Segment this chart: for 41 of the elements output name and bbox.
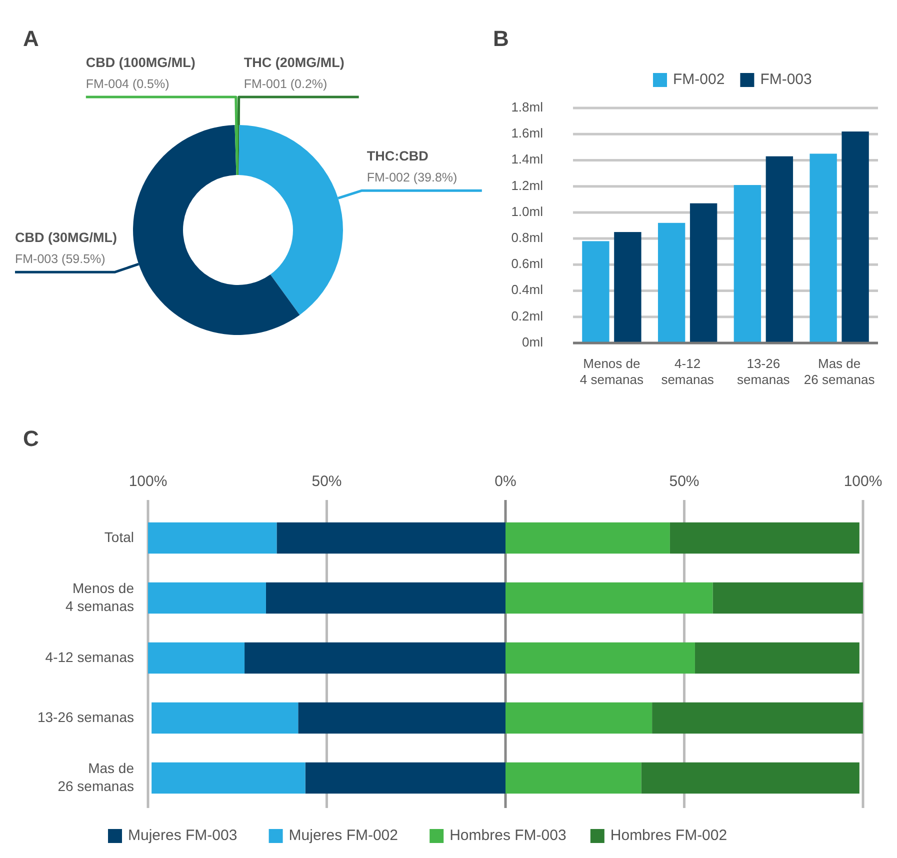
data-label: FM-004 (0.5%) bbox=[86, 77, 170, 92]
y-tick-label: 0.6ml bbox=[511, 256, 544, 272]
legend-label: Hombres FM-003 bbox=[450, 826, 566, 844]
data-label: FM-003 (59.5%) bbox=[15, 252, 106, 266]
x-tick-label: 50% bbox=[669, 473, 700, 490]
y-tick-label: Menos de 4 semanas bbox=[66, 580, 134, 614]
x-tick-label: 13-26 semanas bbox=[737, 356, 790, 388]
x-tick-label: 100% bbox=[128, 473, 168, 490]
x-tick-label: 4-12 semanas bbox=[661, 356, 714, 388]
x-tick-label: Menos de 4 semanas bbox=[580, 356, 644, 388]
legend-label: FM-002 bbox=[673, 70, 725, 88]
data-label: FM-002 (39.8%) bbox=[366, 170, 458, 185]
x-tick-label: 50% bbox=[312, 473, 342, 490]
y-tick-label: 0.4ml bbox=[511, 282, 544, 298]
y-tick-label: 0.8ml bbox=[511, 230, 544, 245]
x-tick-label: 100% bbox=[844, 473, 882, 490]
chart-title: A bbox=[23, 26, 39, 51]
chart-title: B bbox=[493, 26, 509, 51]
y-tick-label: 13-26 semanas bbox=[37, 708, 134, 725]
slice-label: CBD (100MG/ML) bbox=[86, 55, 196, 70]
y-tick-label: 1.0ml bbox=[511, 204, 544, 219]
slice-label: CBD (30MG/ML) bbox=[15, 230, 118, 246]
slice-label: THC:CBD bbox=[366, 148, 429, 164]
chart-title: C bbox=[23, 426, 39, 451]
y-tick-label: 0ml bbox=[522, 334, 544, 350]
x-tick-label: 0% bbox=[494, 473, 516, 490]
y-tick-label: Mas de 26 semanas bbox=[58, 760, 134, 794]
legend-label: Mujeres FM-003 bbox=[128, 826, 238, 844]
y-tick-label: 1.6ml bbox=[511, 126, 544, 141]
slice-label: THC (20MG/ML) bbox=[244, 55, 344, 70]
y-tick-label: 4-12 semanas bbox=[45, 648, 134, 665]
y-tick-label: 1.8ml bbox=[511, 99, 544, 114]
data-label: FM-001 (0.2%) bbox=[244, 77, 328, 92]
y-tick-label: 1.2ml bbox=[511, 178, 544, 193]
x-tick-label: Mas de 26 semanas bbox=[804, 356, 876, 388]
legend-label: Hombres FM-002 bbox=[610, 826, 728, 844]
legend-label: FM-003 bbox=[760, 70, 812, 88]
y-tick-label: 1.4ml bbox=[511, 152, 544, 167]
y-tick-label: Total bbox=[104, 528, 134, 545]
legend-label: Mujeres FM-002 bbox=[288, 826, 398, 844]
y-tick-label: 0.2ml bbox=[511, 308, 544, 324]
